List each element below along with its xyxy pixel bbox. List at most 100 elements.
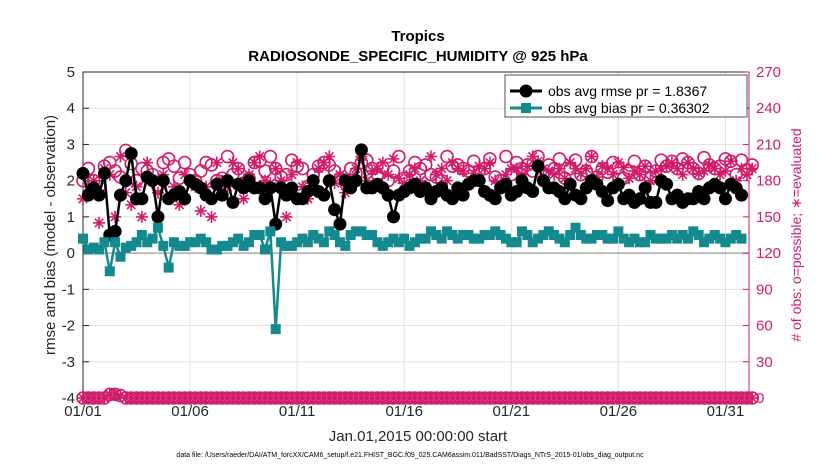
bias-marker (431, 230, 442, 240)
bias-marker (265, 226, 276, 237)
rmse-marker (226, 195, 240, 209)
rmse-marker (253, 181, 267, 195)
bias-marker (222, 240, 233, 251)
obs-evaluated-marker (387, 152, 400, 165)
bias-marker (399, 233, 410, 244)
legend-bias-label: obs avg bias pr = 0.36302 (548, 100, 710, 116)
rmse-marker (649, 195, 663, 209)
obs-evaluated-marker (98, 392, 111, 404)
rmse-marker (97, 166, 111, 180)
bias-marker (147, 233, 158, 244)
obs-evaluated-marker (109, 210, 122, 223)
bias-marker (420, 233, 431, 244)
bias-marker (372, 237, 383, 248)
y-right-tick-label: 30 (756, 354, 773, 371)
obs-evaluated-marker-stroke (335, 169, 345, 180)
obs-evaluated-marker (735, 162, 748, 175)
rmse-marker (215, 188, 229, 202)
bias-marker (597, 230, 608, 240)
bias-marker (506, 237, 517, 248)
obs-evaluated-marker (628, 165, 641, 177)
rmse-marker (301, 185, 315, 199)
bias-marker (115, 251, 126, 262)
obs-evaluated-marker-stroke (142, 157, 152, 168)
chart-title: Tropics (391, 28, 444, 45)
bias-marker (736, 233, 747, 244)
bias-marker (356, 226, 367, 237)
obs-evaluated-marker-stroke (720, 166, 731, 176)
bias-marker (99, 237, 110, 248)
obs-evaluated-marker (623, 172, 636, 185)
legend-bias-marker (521, 103, 531, 113)
obs-evaluated-marker (350, 162, 362, 175)
y-tick-label: -4 (62, 390, 75, 407)
rmse-marker (563, 177, 577, 191)
rmse-marker (135, 192, 149, 206)
obs-evaluated-marker (746, 392, 759, 404)
rmse-marker (445, 192, 459, 206)
bias-marker (484, 230, 495, 240)
rmse-marker (713, 181, 727, 195)
bias-marker (318, 237, 329, 248)
bias-marker (185, 237, 196, 248)
y-right-tick-label: 240 (756, 100, 781, 117)
bias-marker (152, 222, 163, 233)
bias-marker (656, 233, 667, 244)
bias-marker (233, 233, 244, 244)
bias-marker (720, 237, 731, 248)
bias-marker (618, 233, 629, 244)
obs-evaluated-marker (291, 156, 304, 169)
rmse-marker (124, 147, 138, 160)
obs-evaluated-marker (194, 204, 207, 217)
rmse-marker (258, 192, 272, 206)
series-rmse (76, 143, 749, 242)
bias-marker (281, 240, 292, 251)
obs-evaluated-marker-stroke (233, 163, 244, 174)
bias-marker (383, 237, 394, 248)
obs-evaluated-marker (376, 156, 389, 169)
bias-marker (142, 237, 153, 248)
rmse-marker (151, 210, 165, 224)
bias-marker (110, 237, 121, 248)
obs-evaluated-marker-stroke (115, 390, 126, 401)
bias-marker (367, 230, 378, 240)
bias-marker (474, 233, 485, 244)
rmse-marker (146, 174, 160, 188)
series-bias (78, 222, 747, 335)
bias-marker (361, 230, 372, 240)
rmse-marker (221, 174, 235, 188)
bias-marker (661, 233, 672, 244)
obs-evaluated-marker-stroke (179, 169, 190, 180)
obs-evaluated-marker-stroke (709, 163, 720, 174)
rmse-marker (456, 188, 470, 202)
rmse-marker (381, 188, 395, 202)
obs-evaluated-marker-stroke (137, 212, 147, 222)
bias-marker (211, 244, 222, 255)
obs-evaluated-marker-stroke (270, 163, 281, 174)
bias-marker (270, 324, 281, 335)
obs-evaluated-marker-stroke (490, 175, 500, 186)
rmse-marker (204, 192, 218, 206)
obs-evaluated-marker-stroke (747, 163, 757, 174)
bias-marker (672, 233, 683, 244)
bias-marker (613, 226, 624, 237)
obs-evaluated-marker-stroke (458, 166, 468, 176)
obs-evaluated-marker-stroke (672, 163, 683, 174)
obs-evaluated-marker-stroke (292, 157, 302, 168)
obs-evaluated-marker-stroke (608, 169, 618, 180)
bias-marker (292, 237, 303, 248)
rmse-marker (349, 174, 363, 188)
bias-marker (629, 233, 640, 244)
obs-evaluated-marker-stroke (453, 163, 463, 174)
bias-marker (83, 244, 94, 255)
rmse-marker (322, 174, 336, 188)
rmse-marker (178, 192, 192, 206)
bias-marker (645, 230, 656, 240)
rmse-marker (574, 192, 588, 206)
bias-marker (549, 230, 560, 240)
rmse-marker (472, 174, 486, 188)
obs-evaluated-marker-stroke (624, 173, 634, 184)
obs-evaluated-marker-stroke (602, 163, 613, 174)
rmse-marker (601, 194, 615, 208)
obs-evaluated-marker-stroke (394, 173, 404, 184)
